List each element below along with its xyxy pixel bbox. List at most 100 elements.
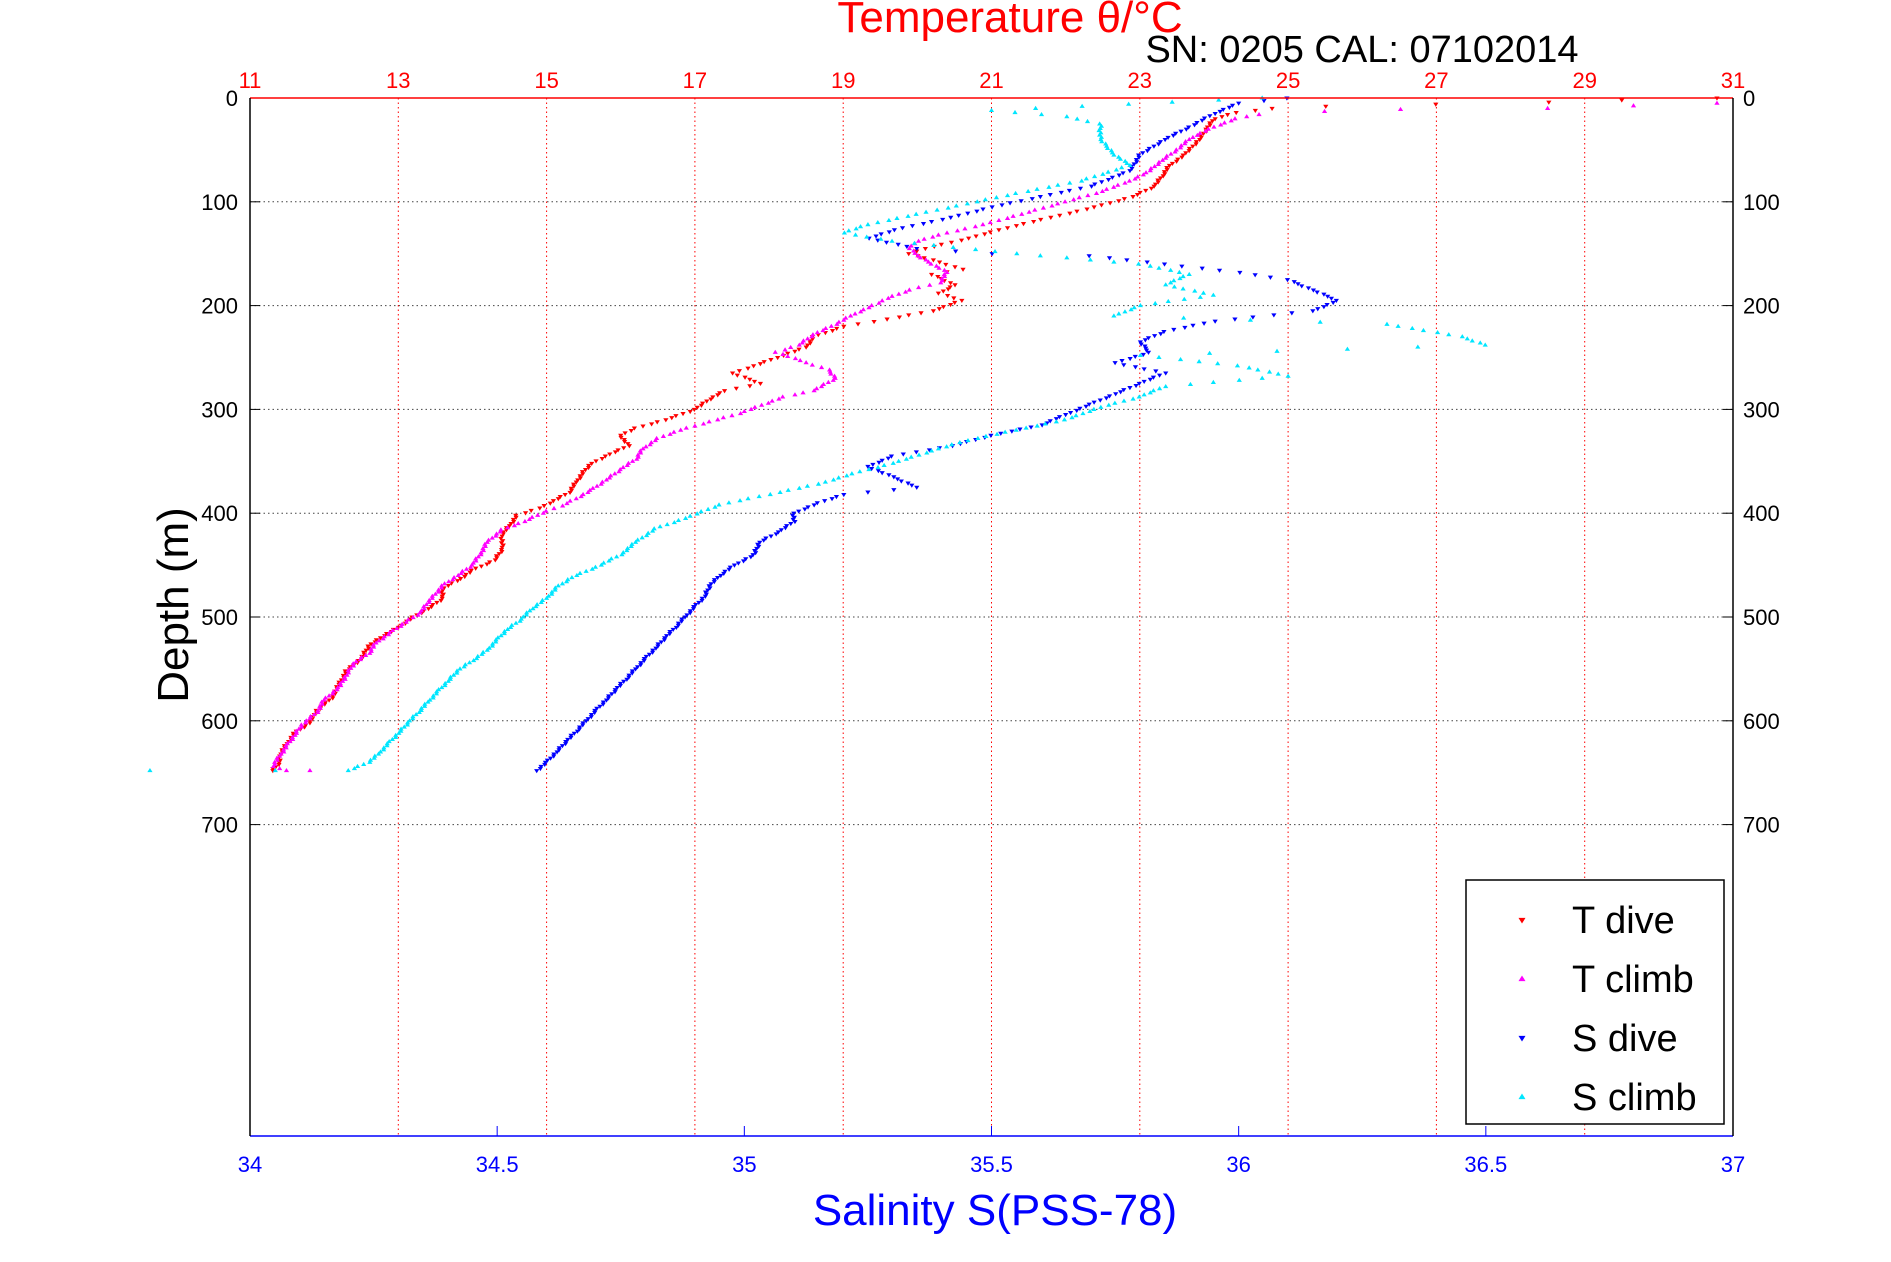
data-point <box>334 687 340 692</box>
data-point <box>905 481 911 486</box>
data-point <box>765 400 771 405</box>
data-point <box>1190 134 1196 140</box>
data-point <box>1091 205 1097 210</box>
data-point <box>1130 195 1136 200</box>
data-point <box>445 678 451 683</box>
data-point <box>900 452 906 457</box>
data-point <box>1133 157 1139 163</box>
data-point <box>1176 269 1182 274</box>
data-point <box>1156 265 1162 270</box>
data-point <box>1127 386 1133 391</box>
data-point <box>935 291 941 296</box>
data-point <box>864 234 870 239</box>
data-point <box>432 591 438 596</box>
data-point <box>927 282 933 287</box>
legend-marker <box>1518 975 1526 982</box>
data-point <box>1131 162 1137 167</box>
data-point <box>1013 190 1019 196</box>
data-point <box>669 416 675 421</box>
depth-tick-label-left: 100 <box>201 190 238 215</box>
data-point <box>1071 197 1077 202</box>
temperature-tick-label: 29 <box>1572 68 1596 93</box>
data-point <box>287 738 293 744</box>
data-point <box>1056 415 1063 420</box>
data-point <box>597 704 603 709</box>
data-point <box>772 349 778 354</box>
data-point <box>421 606 427 611</box>
data-point <box>446 579 452 584</box>
data-point <box>914 249 920 254</box>
data-point <box>522 518 528 524</box>
data-point <box>945 294 951 299</box>
data-point <box>1310 309 1316 314</box>
data-point <box>583 568 589 573</box>
data-point <box>747 377 753 382</box>
data-point <box>479 651 485 656</box>
data-point <box>1086 402 1092 407</box>
data-point <box>1333 298 1339 304</box>
data-point <box>757 381 764 387</box>
data-point <box>1140 151 1146 156</box>
data-point <box>643 444 649 449</box>
data-point <box>928 448 935 453</box>
data-point <box>1237 270 1243 275</box>
data-point <box>317 705 324 710</box>
data-point <box>1252 108 1258 114</box>
data-point <box>1087 408 1093 414</box>
data-point <box>434 689 440 694</box>
data-point <box>972 224 979 229</box>
data-point <box>661 638 668 643</box>
data-point <box>773 532 779 537</box>
data-point <box>341 674 348 679</box>
data-point <box>1077 186 1084 191</box>
data-point <box>429 595 435 600</box>
data-point <box>1219 115 1225 120</box>
data-point <box>1630 103 1637 108</box>
data-point <box>415 612 421 617</box>
data-point <box>895 242 901 247</box>
data-point <box>393 732 399 737</box>
data-point <box>796 485 802 490</box>
data-point <box>1141 379 1147 384</box>
data-point <box>1147 263 1153 268</box>
data-point <box>1274 348 1280 353</box>
data-point <box>673 414 679 419</box>
data-point <box>386 738 392 744</box>
data-point <box>921 236 927 241</box>
data-point <box>938 280 944 285</box>
data-point <box>737 498 743 503</box>
data-point <box>1168 151 1174 156</box>
data-point <box>1048 215 1054 220</box>
data-point <box>1029 197 1035 202</box>
data-point <box>603 698 610 703</box>
data-point <box>1224 113 1231 118</box>
data-point <box>624 677 630 682</box>
data-point <box>401 724 407 729</box>
data-point <box>1113 392 1119 397</box>
data-point <box>621 446 627 451</box>
data-point <box>350 663 357 668</box>
data-point <box>673 625 679 630</box>
series-s-dive <box>534 96 1339 774</box>
data-point <box>866 467 872 472</box>
data-point <box>296 726 302 731</box>
data-point <box>1275 371 1281 376</box>
data-point <box>1116 311 1122 316</box>
depth-tick-label-left: 500 <box>201 605 238 630</box>
data-point <box>1193 140 1200 145</box>
data-point <box>1146 146 1152 152</box>
data-point <box>1091 400 1097 405</box>
data-point <box>330 691 336 696</box>
data-point <box>1310 288 1317 293</box>
data-point <box>1061 417 1068 422</box>
data-point <box>852 232 859 237</box>
data-point <box>1315 307 1321 312</box>
depth-tick-label-right: 200 <box>1743 294 1780 319</box>
data-point <box>298 722 304 727</box>
data-point <box>891 488 897 493</box>
data-point <box>410 614 416 620</box>
data-point <box>796 347 802 352</box>
data-point <box>1106 394 1113 399</box>
data-point <box>564 500 570 506</box>
data-point <box>925 259 932 264</box>
